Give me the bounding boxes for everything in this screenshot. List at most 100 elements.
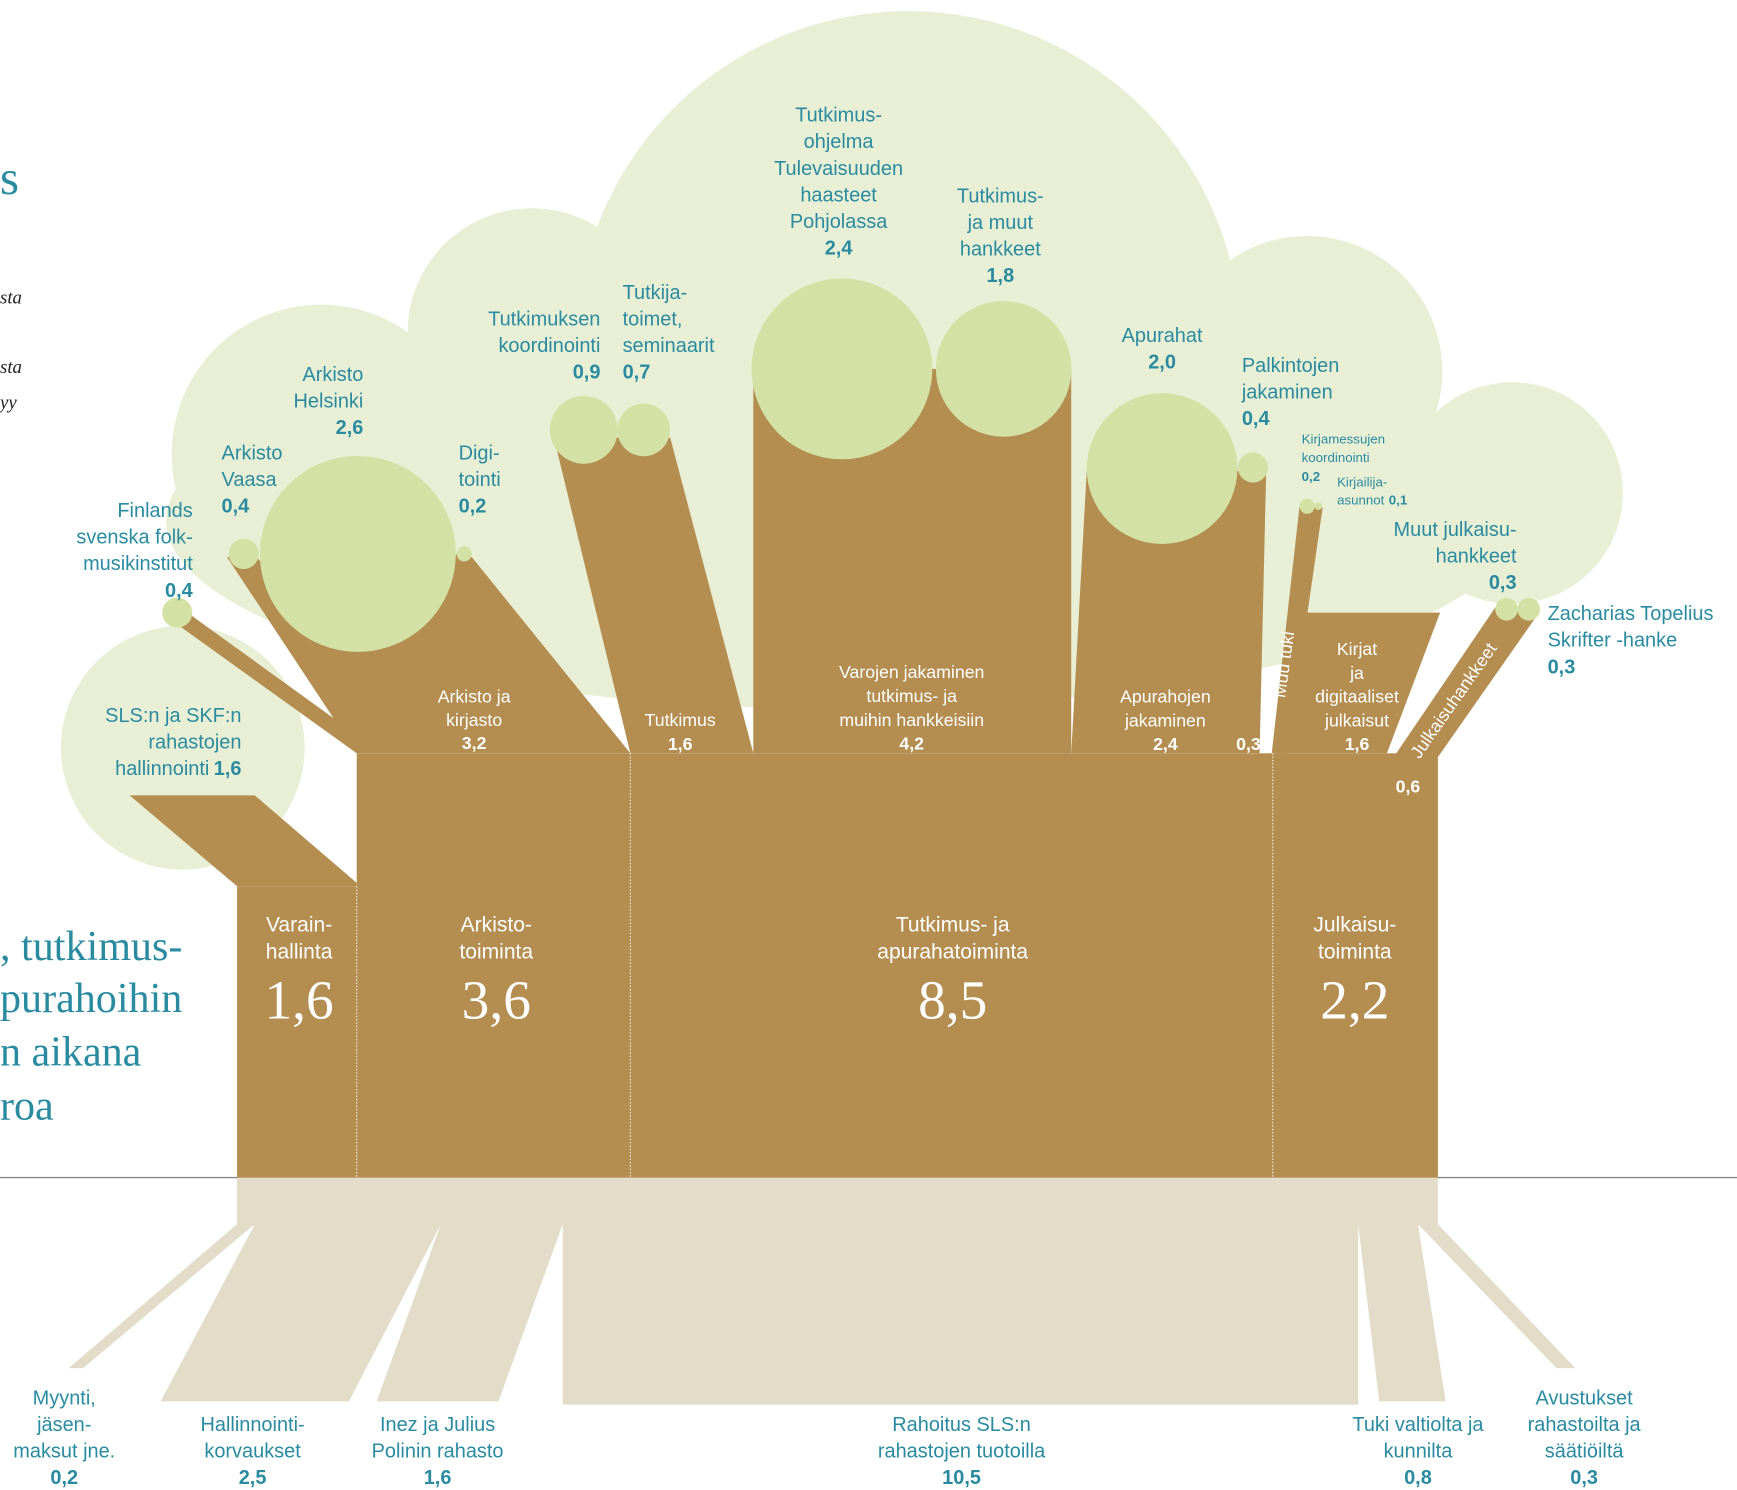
leaf xyxy=(935,301,1072,437)
label-line: Arkisto xyxy=(222,442,283,464)
value-label: 1,8 xyxy=(986,265,1014,287)
label-line: rahastojen xyxy=(148,732,241,754)
leaf-label: Palkintojen jakaminen xyxy=(1241,355,1340,404)
label-line: muihin hankkeisiin xyxy=(839,710,984,730)
label-line: kunnilta xyxy=(1384,1441,1454,1463)
trunk-label: Varain-hallinta xyxy=(266,914,333,964)
leaf-label: Tutkimus-ja muut hankkeet xyxy=(957,185,1044,260)
trunk-label: Arkisto-toiminta xyxy=(459,914,533,964)
root-label: Hallinnointi-korvaukset xyxy=(200,1414,304,1463)
label-line: jakaminen xyxy=(1124,710,1206,730)
label-line: julkaisut xyxy=(1324,710,1389,730)
heading-fragment: , tutkimus- xyxy=(0,923,182,970)
value-label: 2,4 xyxy=(1153,734,1178,754)
leaf-label: Finlands svenska folk-musikinstitut xyxy=(76,500,193,575)
label-line: Tutkimus- ja xyxy=(896,914,1010,937)
value-label: 0,3 xyxy=(1548,656,1576,678)
heading-fragment: n aikana xyxy=(0,1028,142,1075)
label-line: asunnot 0,1 xyxy=(1337,492,1408,507)
label-line: hallinnointi xyxy=(115,758,209,780)
label-line: haasteet xyxy=(800,184,877,206)
root xyxy=(68,1224,255,1369)
label-line: Varain- xyxy=(266,914,332,937)
value-label: 4,2 xyxy=(899,734,924,754)
leaf-label: Tutkija-toimet, seminaarit xyxy=(623,282,715,357)
label-line: ja xyxy=(1349,663,1364,683)
leaf-label: Arkisto Helsinki xyxy=(294,364,364,413)
leaf xyxy=(259,455,456,652)
branch-label: Varojen jakaminen tutkimus- ja muihin hank… xyxy=(839,662,984,730)
label-line: hallinta xyxy=(266,940,333,963)
leaf-label: Apurahat xyxy=(1122,325,1203,347)
label-line: Finlands xyxy=(117,500,192,522)
value-label: 3,2 xyxy=(462,733,487,753)
branch-label: SLS:n ja SKF:n rahastojen hallinnointi 1,6 xyxy=(105,705,241,780)
value-label: 0,4 xyxy=(165,580,193,602)
value-label: 2,6 xyxy=(336,417,364,439)
label-line: Muut julkaisu- xyxy=(1394,519,1517,541)
value-label: 0,7 xyxy=(623,362,651,384)
label-line: asunnot xyxy=(1337,492,1385,507)
root-band xyxy=(237,1177,1438,1226)
value-label: 0,2 xyxy=(1302,469,1320,484)
root xyxy=(1417,1224,1576,1369)
branch-label: Arkisto ja kirjasto xyxy=(438,687,511,730)
label-line: Tutkimus- xyxy=(957,185,1044,207)
trunk-value: 1,6 xyxy=(264,970,333,1031)
leaf-label: Zacharias Topelius Skrifter -hanke xyxy=(1548,603,1714,652)
value-label: 2,0 xyxy=(1148,352,1176,374)
label-line: Hallinnointi- xyxy=(200,1414,304,1436)
root-label: Rahoitus SLS:n rahastojen tuotoilla xyxy=(878,1414,1046,1463)
branch xyxy=(129,795,357,887)
label-line: Julkaisu- xyxy=(1313,914,1396,937)
leaf xyxy=(456,546,472,562)
leaf xyxy=(162,597,193,628)
root xyxy=(376,1224,563,1402)
label-line: jakaminen xyxy=(1241,382,1333,404)
heading-fragment: sta xyxy=(0,287,22,308)
label-line: Tulevaisuuden xyxy=(774,158,903,180)
trunk xyxy=(1272,753,1438,1178)
label-line: rahastojen tuotoilla xyxy=(878,1441,1046,1463)
label-line: maksut jne. xyxy=(13,1441,115,1463)
value-label: 0,3 xyxy=(1489,572,1517,594)
root-label: Tuki valtiolta ja kunnilta xyxy=(1352,1414,1484,1463)
label-line: koordinointi xyxy=(1302,450,1370,465)
label-line: Digi- xyxy=(459,442,500,464)
label-line: Tutkija- xyxy=(623,282,688,304)
branch xyxy=(1271,507,1323,754)
value-label: 1,6 xyxy=(424,1467,452,1489)
value-label: 1,6 xyxy=(1345,734,1370,754)
label-line: Arkisto xyxy=(302,364,363,386)
label-line: Kirjailija- xyxy=(1337,475,1387,490)
value-label: 10,5 xyxy=(942,1467,981,1489)
leaf-label: Kirjailija-asunnot 0,1 xyxy=(1337,475,1408,508)
leaf xyxy=(751,278,933,460)
heading-fragment: roa xyxy=(0,1083,54,1130)
label-line: Vaasa xyxy=(222,469,278,491)
leaf-label: Tutkimus-ohjelma Tulevaisuuden haasteet Poh… xyxy=(774,105,903,233)
trunk-label: Tutkimus- ja apurahatoiminta xyxy=(877,914,1028,964)
label-line: seminaarit xyxy=(623,335,715,357)
root-label: Inez ja Julius Polinin rahasto xyxy=(372,1414,504,1463)
label-line: musikinstitut xyxy=(83,553,193,575)
label-line: digitaaliset xyxy=(1315,687,1399,707)
branch-label: Kirjat ja digitaaliset julkaisut xyxy=(1315,639,1399,730)
label-line: Apurahat xyxy=(1122,325,1203,347)
label-line: Kirjat xyxy=(1337,639,1377,659)
leaf xyxy=(549,395,618,464)
label-line: Kirjamessujen xyxy=(1302,431,1385,446)
root-label: Myynti, jäsen-maksut jne. xyxy=(13,1387,115,1462)
label-line: rahastoilta ja xyxy=(1528,1414,1642,1436)
label-line: jäsen- xyxy=(36,1414,91,1436)
value-label: 0,2 xyxy=(459,496,487,518)
leaf xyxy=(1517,597,1541,621)
branch xyxy=(553,437,754,754)
label-line: ohjelma xyxy=(804,131,875,153)
heading-fragment: purahoihin xyxy=(0,975,182,1022)
leaf xyxy=(1495,597,1518,621)
label-line: Skrifter -hanke xyxy=(1548,630,1678,652)
label-line: korvaukset xyxy=(204,1441,301,1463)
